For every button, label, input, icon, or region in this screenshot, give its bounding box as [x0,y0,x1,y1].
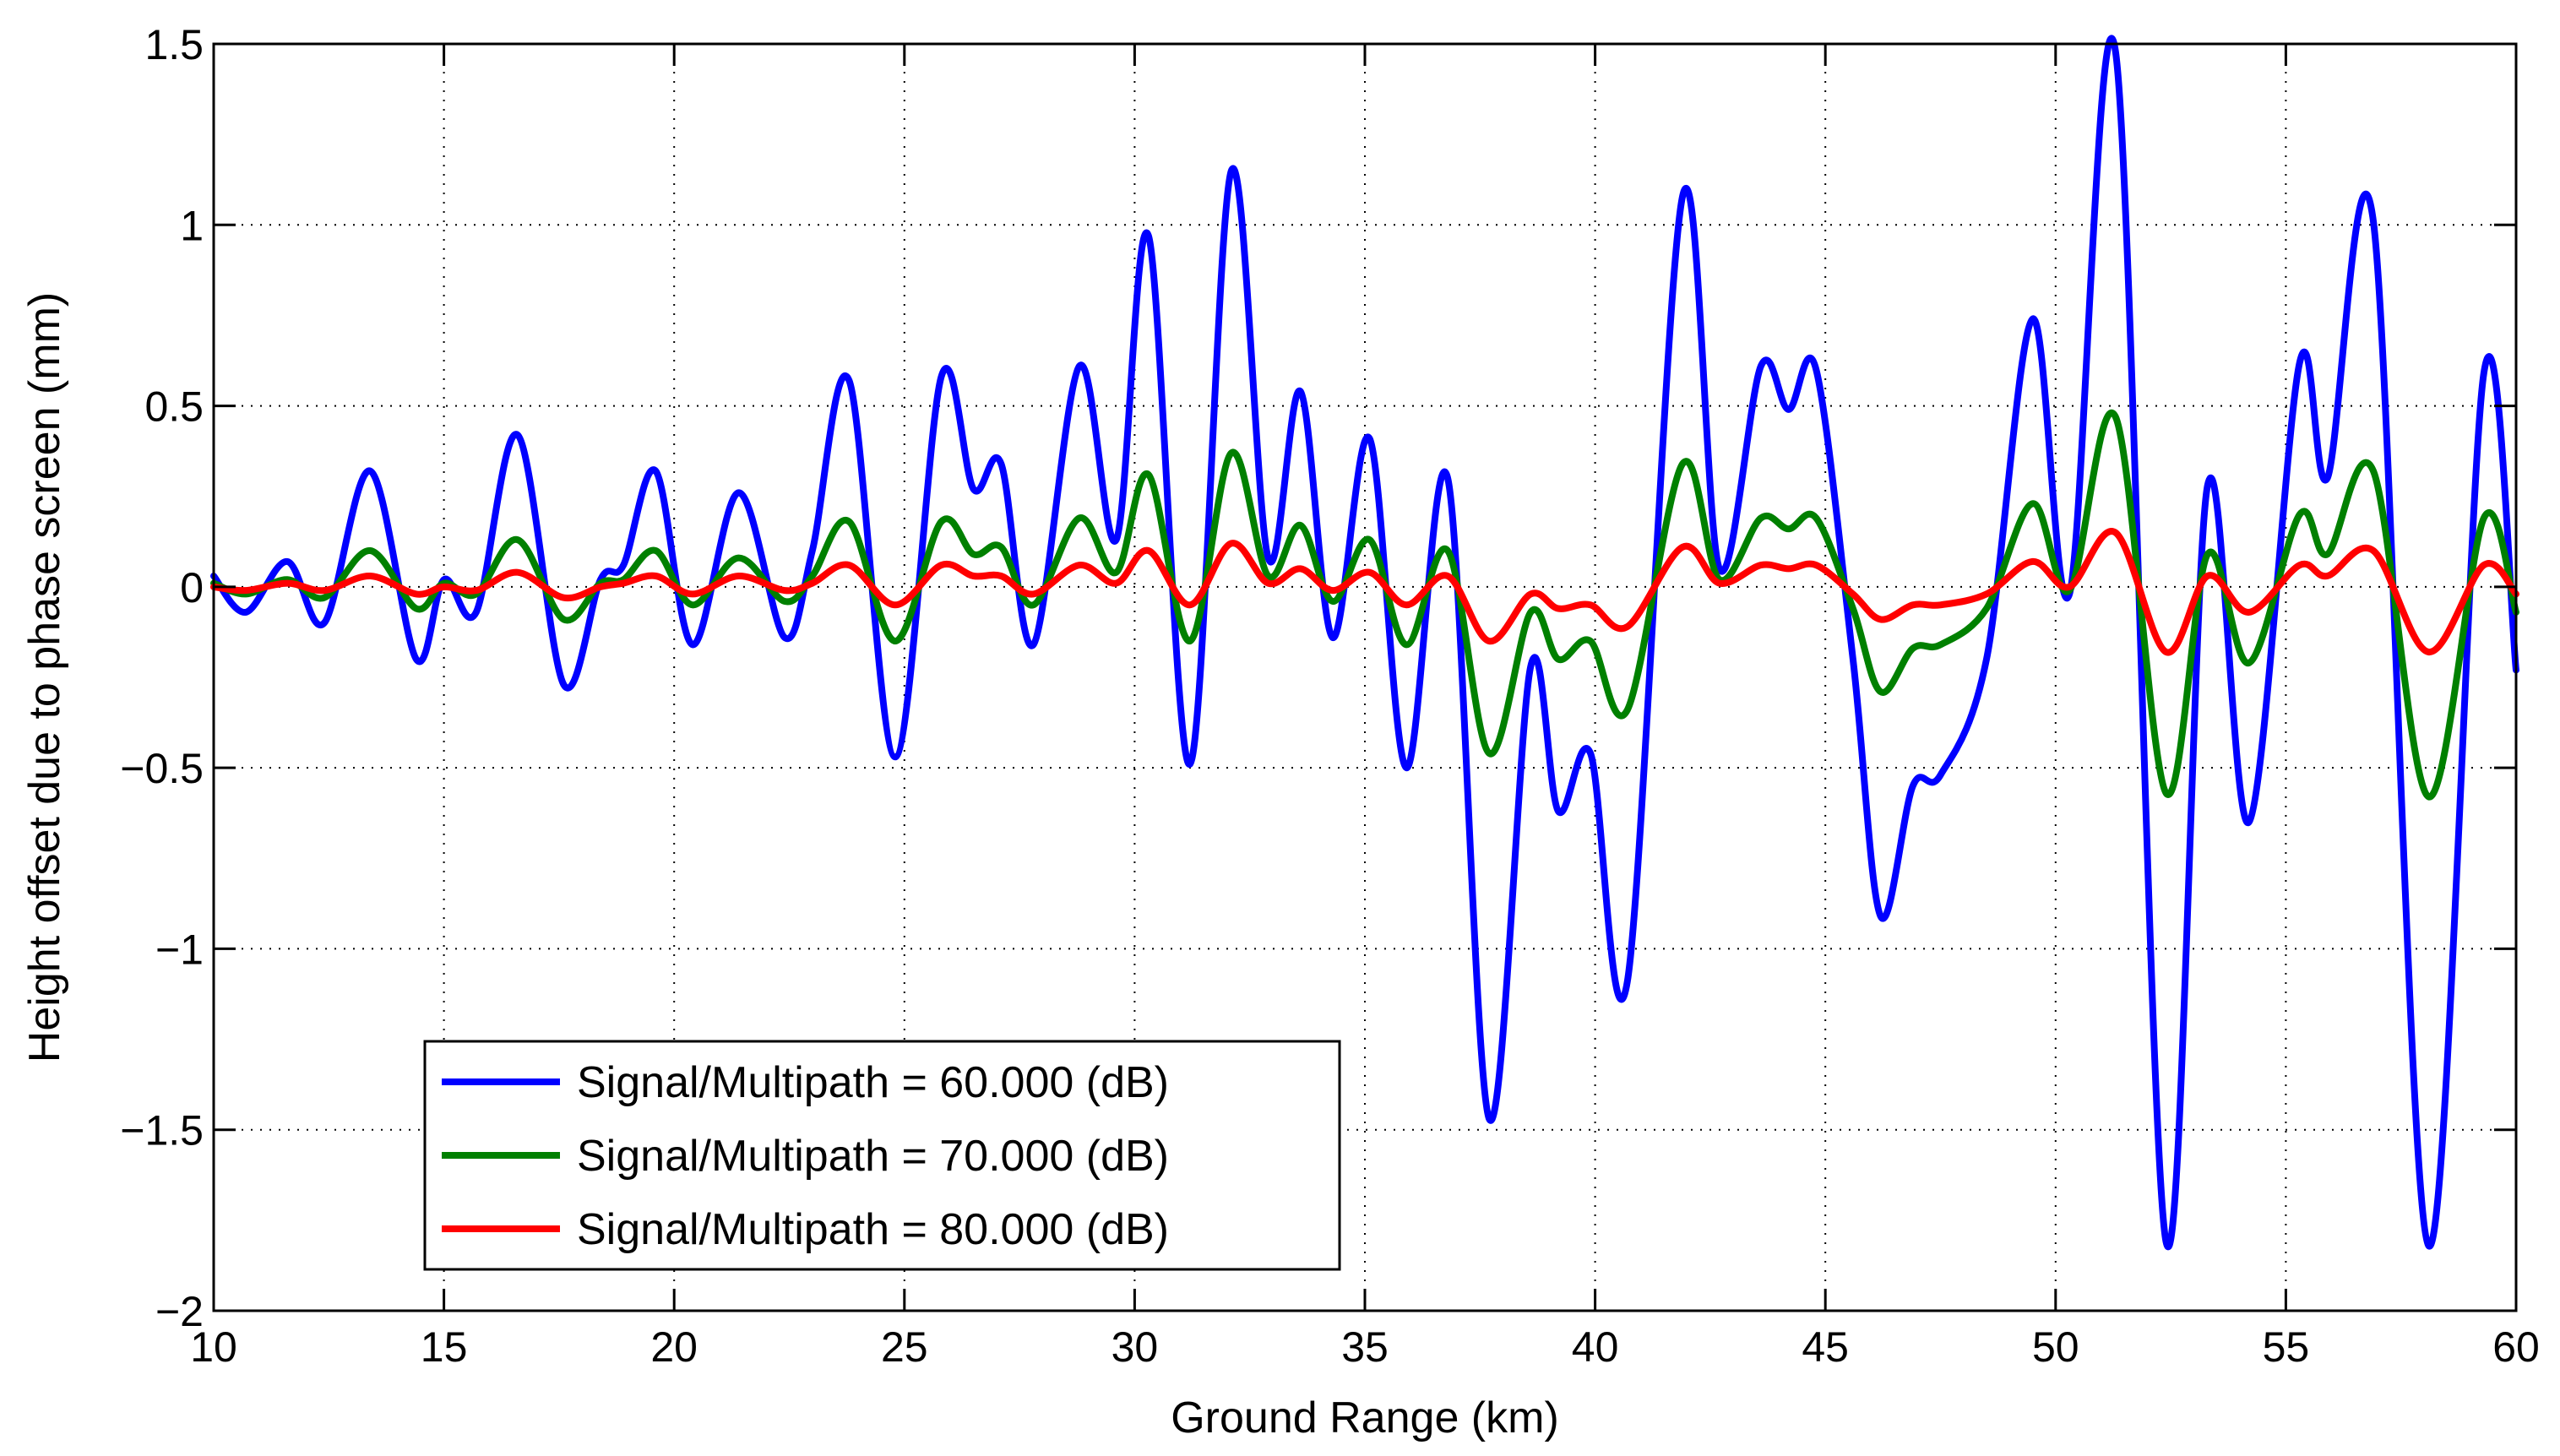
y-tick-label: 1.5 [144,21,204,68]
x-tick-label: 15 [421,1323,468,1371]
legend-label-60db: Signal/Multipath = 60.000 (dB) [577,1058,1169,1107]
series-line-60db [210,35,2519,1250]
series-line-80db [210,528,2519,656]
x-tick-label: 20 [650,1323,698,1371]
x-tick-label: 55 [2263,1323,2310,1371]
legend-box [423,1040,1341,1271]
legend-label-80db: Signal/Multipath = 80.000 (dB) [577,1205,1169,1254]
x-tick-label: 25 [881,1323,928,1371]
x-axis-label: Ground Range (km) [1171,1394,1559,1442]
x-tick-label: 50 [2032,1323,2079,1371]
x-tick-label: 40 [1572,1323,1619,1371]
series-line-70db [210,410,2519,801]
x-tick-label: 30 [1112,1323,1159,1371]
grid [214,44,2516,1311]
x-tick-label: 60 [2492,1323,2540,1371]
y-tick-label: 0 [180,564,204,611]
y-tick-labels: −2 −1.5 −1 −0.5 0 0.5 1 1.5 [120,21,204,1335]
legend: Signal/Multipath = 60.000 (dB) Signal/Mu… [423,1040,1341,1271]
y-tick-label: −1 [155,926,204,973]
y-tick-label: 1 [180,202,204,249]
y-tick-label: −1.5 [120,1107,204,1154]
x-tick-label: 35 [1341,1323,1389,1371]
series-layer [210,35,2519,1250]
x-tick-label: 10 [190,1323,237,1371]
y-axis-label: Height offset due to phase screen (mm) [20,292,69,1062]
x-tick-labels: 10 15 20 25 30 35 40 45 50 55 60 [190,1323,2540,1371]
y-tick-label: −0.5 [120,745,204,792]
y-tick-label: −2 [155,1288,204,1335]
x-tick-label: 45 [1802,1323,1849,1371]
axis-ticks [212,42,2518,1312]
y-tick-label: 0.5 [144,383,204,431]
legend-label-70db: Signal/Multipath = 70.000 (dB) [577,1132,1169,1181]
